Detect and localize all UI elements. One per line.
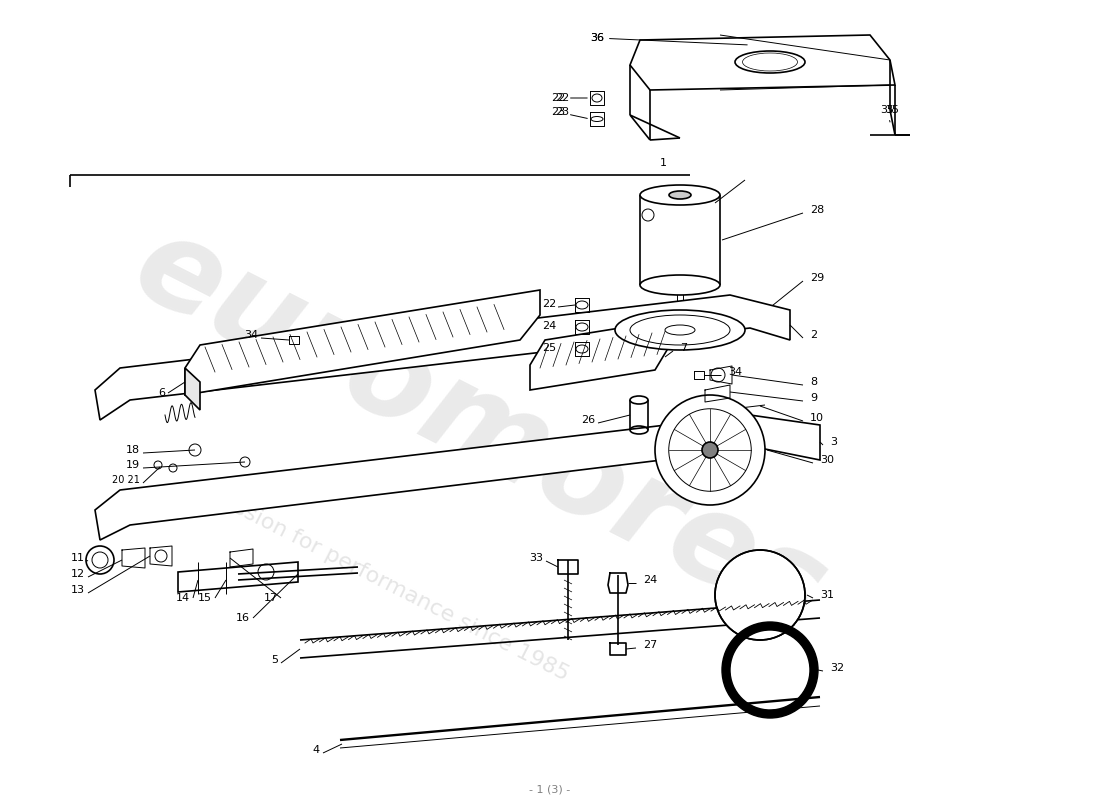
Text: euromores: euromores — [114, 204, 845, 656]
Text: 9: 9 — [810, 393, 817, 403]
Text: 22: 22 — [551, 93, 587, 103]
Text: 19: 19 — [125, 460, 140, 470]
Text: 5: 5 — [271, 655, 278, 665]
Text: 13: 13 — [72, 585, 85, 595]
Text: 8: 8 — [810, 377, 817, 387]
Text: 22: 22 — [541, 299, 556, 309]
Text: a passion for performance since 1985: a passion for performance since 1985 — [187, 475, 573, 685]
Text: 22: 22 — [556, 93, 570, 103]
Ellipse shape — [640, 275, 720, 295]
Text: 4: 4 — [312, 745, 320, 755]
Text: 11: 11 — [72, 553, 85, 563]
Text: 35: 35 — [886, 105, 899, 115]
Text: 16: 16 — [236, 613, 250, 623]
Text: 34: 34 — [244, 330, 258, 340]
Text: 1: 1 — [660, 158, 667, 168]
Circle shape — [715, 550, 805, 640]
Circle shape — [702, 442, 718, 458]
Text: 3: 3 — [830, 437, 837, 447]
Text: 23: 23 — [556, 107, 569, 117]
Text: 25: 25 — [542, 343, 556, 353]
Polygon shape — [530, 320, 670, 390]
Polygon shape — [630, 35, 895, 90]
Text: 30: 30 — [820, 455, 834, 465]
Ellipse shape — [630, 396, 648, 404]
Text: 20 21: 20 21 — [112, 475, 140, 485]
Text: 23: 23 — [551, 107, 587, 118]
Text: - 1 (3) -: - 1 (3) - — [529, 785, 571, 795]
Polygon shape — [185, 290, 540, 395]
Polygon shape — [95, 415, 820, 540]
Ellipse shape — [669, 191, 691, 199]
Text: 36: 36 — [590, 33, 604, 43]
Polygon shape — [95, 295, 790, 420]
Text: 26: 26 — [581, 415, 595, 425]
Text: 12: 12 — [70, 569, 85, 579]
Text: 31: 31 — [820, 590, 834, 600]
Ellipse shape — [615, 310, 745, 350]
Text: 35: 35 — [880, 105, 894, 122]
Text: 15: 15 — [198, 593, 212, 603]
Text: 29: 29 — [810, 273, 824, 283]
Text: 24: 24 — [644, 575, 658, 585]
Text: 34: 34 — [728, 367, 743, 377]
Text: 24: 24 — [541, 321, 556, 331]
Polygon shape — [178, 562, 298, 592]
Text: 27: 27 — [644, 640, 658, 650]
Text: 17: 17 — [264, 593, 278, 603]
Text: 10: 10 — [810, 413, 824, 423]
Text: 36: 36 — [590, 33, 747, 45]
Ellipse shape — [640, 185, 720, 205]
Text: 2: 2 — [810, 330, 817, 340]
Text: 32: 32 — [830, 663, 844, 673]
Text: 6: 6 — [158, 388, 165, 398]
Text: 18: 18 — [125, 445, 140, 455]
Text: 33: 33 — [529, 553, 543, 563]
Text: 14: 14 — [176, 593, 190, 603]
Text: 7: 7 — [680, 343, 688, 353]
Polygon shape — [185, 368, 200, 410]
Text: 28: 28 — [810, 205, 824, 215]
Circle shape — [654, 395, 764, 505]
